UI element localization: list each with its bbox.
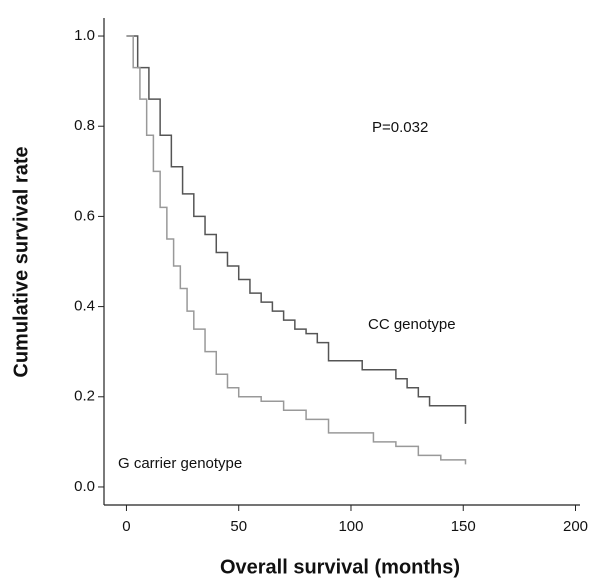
x-tick-label: 200 bbox=[563, 518, 588, 535]
y-tick-label: 1.0 bbox=[74, 27, 95, 44]
y-tick-label: 0.6 bbox=[74, 207, 95, 224]
y-tick-label: 0.4 bbox=[74, 298, 95, 315]
curve-label: G carrier genotype bbox=[118, 455, 242, 472]
annotation: P=0.032 bbox=[372, 119, 428, 136]
y-axis-title: Cumulative survival rate bbox=[10, 146, 32, 377]
x-tick-label: 100 bbox=[338, 518, 363, 535]
curve-label: CC genotype bbox=[368, 316, 456, 333]
survival-curve bbox=[126, 35, 467, 465]
x-axis-title: Overall survival (months) bbox=[220, 556, 460, 578]
x-tick-label: 50 bbox=[230, 518, 247, 535]
x-tick-label: 150 bbox=[451, 518, 476, 535]
survival-curve bbox=[126, 35, 467, 424]
y-tick-label: 0.8 bbox=[74, 117, 95, 134]
x-tick-label: 0 bbox=[122, 518, 130, 535]
y-tick-label: 0.0 bbox=[74, 478, 95, 495]
y-tick-label: 0.2 bbox=[74, 388, 95, 405]
